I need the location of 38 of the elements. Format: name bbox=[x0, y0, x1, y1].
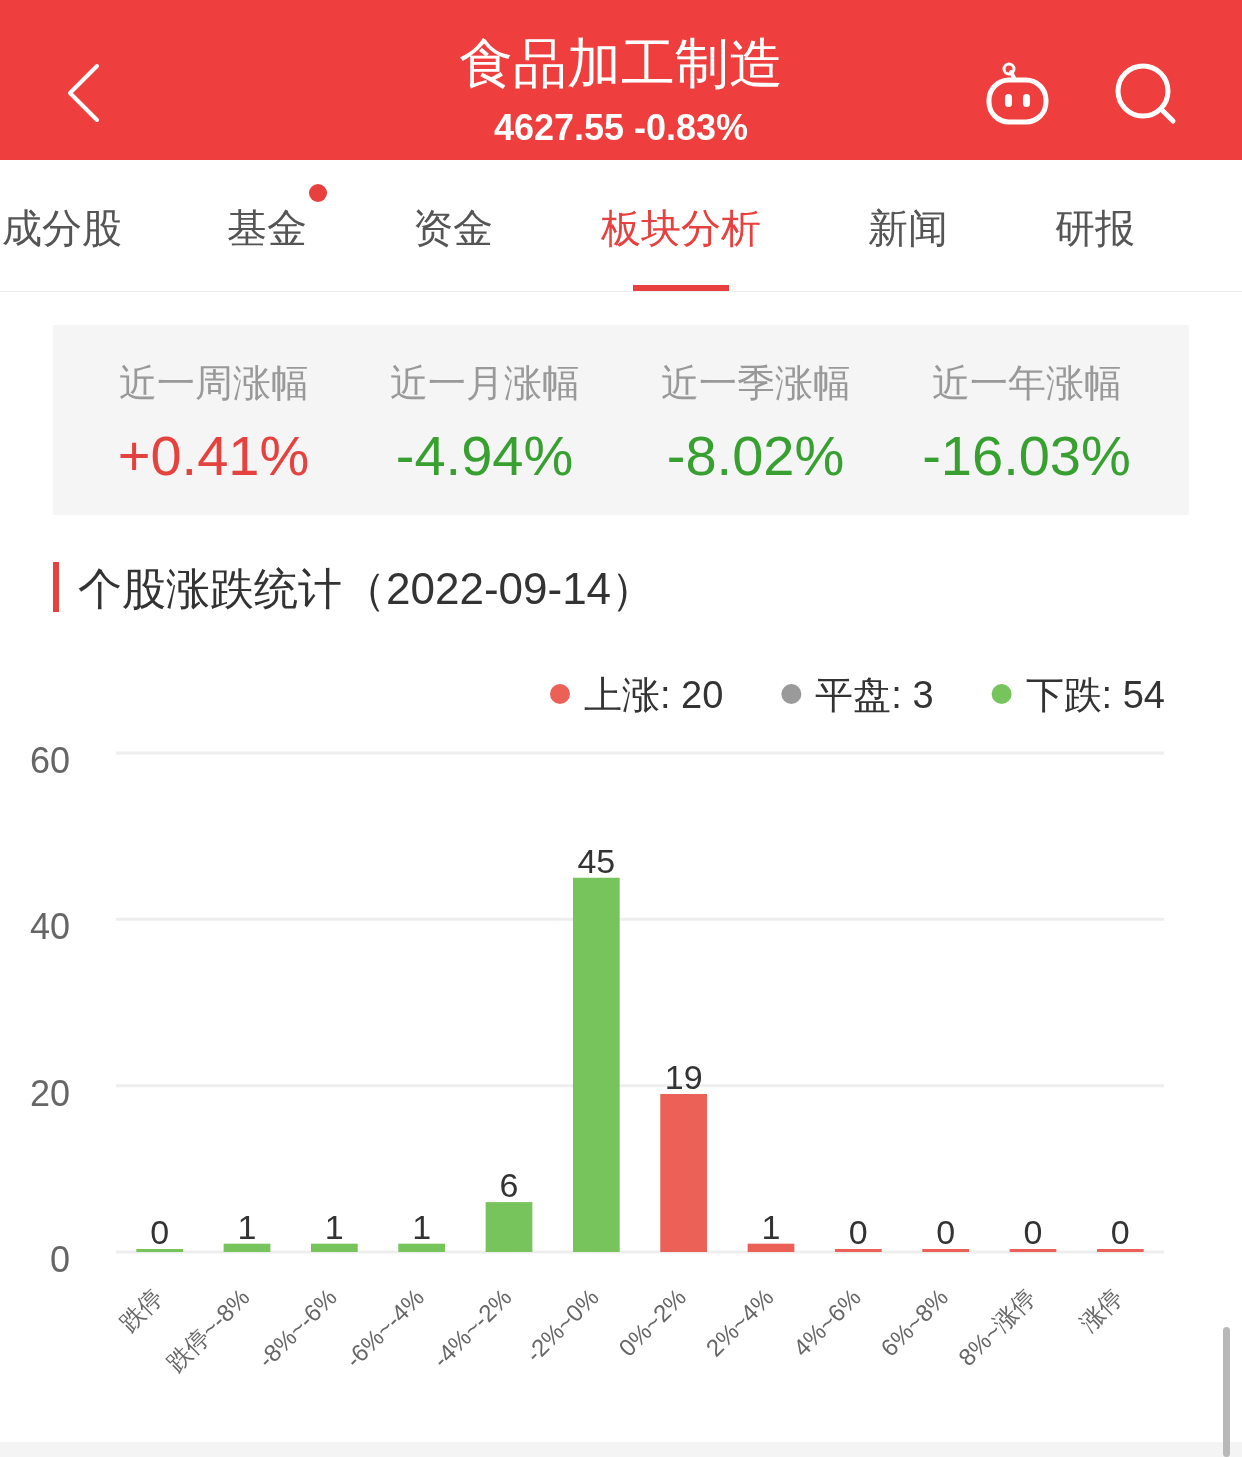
text: 成分股 bbox=[2, 206, 122, 250]
category-label: 近一周涨幅 bbox=[118, 362, 309, 404]
data-label: 0 bbox=[1023, 1213, 1043, 1251]
text: 基金 bbox=[227, 206, 307, 250]
legend-label: 平盘: 3 bbox=[815, 674, 934, 716]
category-label: 近一年涨幅 bbox=[931, 362, 1122, 404]
category-label: 近一月涨幅 bbox=[389, 362, 580, 404]
text: 新闻 bbox=[868, 206, 948, 250]
y-tick-label: 20 bbox=[29, 1072, 70, 1114]
y-tick-label: 40 bbox=[29, 906, 70, 948]
category-label: 近一季涨幅 bbox=[660, 362, 851, 404]
data-label: 6 bbox=[499, 1166, 519, 1205]
data-label: 0 bbox=[1110, 1213, 1130, 1251]
data-label: +0.41% bbox=[117, 424, 310, 487]
data-label: 1 bbox=[761, 1207, 781, 1246]
text: 板块分析 bbox=[600, 206, 761, 250]
text: 研报 bbox=[1055, 206, 1135, 250]
data-label: 0 bbox=[848, 1213, 868, 1251]
x-tick-label: 跌停 bbox=[114, 1283, 168, 1337]
text: 食品加工制造 bbox=[459, 33, 783, 93]
data-label: -4.94% bbox=[395, 424, 574, 487]
data-label: 1 bbox=[324, 1207, 344, 1246]
data-label: -16.03% bbox=[922, 424, 1131, 487]
x-tick-label: 涨停 bbox=[1074, 1283, 1128, 1337]
data-label: -8.02% bbox=[666, 424, 845, 487]
data-label: 45 bbox=[577, 841, 616, 880]
chart-title: 个股涨跌统计（2022-09-14） bbox=[78, 564, 656, 613]
data-label: 1 bbox=[237, 1207, 257, 1246]
legend-label: 上涨: 20 bbox=[583, 674, 724, 716]
data-label: 0 bbox=[936, 1213, 956, 1251]
legend-label: 下跌: 54 bbox=[1025, 674, 1165, 716]
y-tick-label: 60 bbox=[29, 740, 70, 781]
y-tick-label: 0 bbox=[49, 1239, 70, 1280]
text: 4627.55 -0.83% bbox=[493, 107, 749, 148]
data-label: 1 bbox=[412, 1207, 432, 1246]
data-label: 0 bbox=[150, 1213, 170, 1251]
text: 资金 bbox=[413, 206, 493, 250]
data-label: 19 bbox=[664, 1057, 703, 1096]
